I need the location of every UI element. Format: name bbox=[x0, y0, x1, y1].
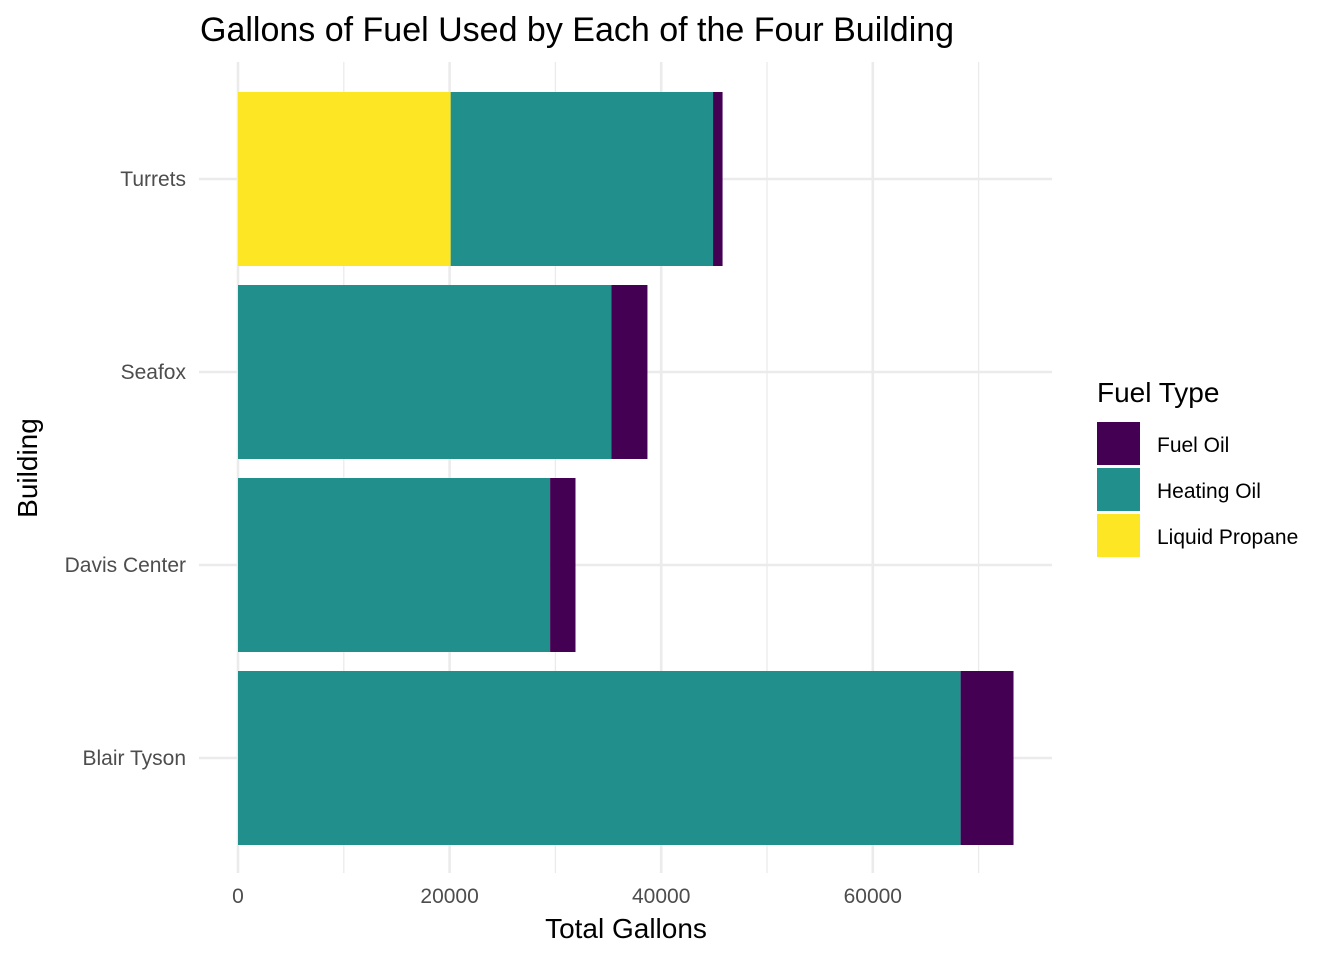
x-tick-label: 40000 bbox=[632, 885, 690, 908]
x-axis-ticks: 0 20000 40000 60000 bbox=[232, 885, 902, 908]
legend-label: Heating Oil bbox=[1157, 480, 1261, 503]
bar-seafox-fuel-oil bbox=[611, 285, 648, 459]
x-tick-label: 0 bbox=[232, 885, 244, 908]
legend-label: Liquid Propane bbox=[1157, 526, 1298, 549]
x-axis-title: Total Gallons bbox=[545, 913, 707, 944]
legend-swatch bbox=[1097, 468, 1140, 511]
bar-blair-tyson-heating-oil bbox=[238, 671, 961, 845]
y-axis-title: Building bbox=[12, 418, 43, 518]
y-axis-ticks: Blair Tyson Davis Center Seafox Turrets bbox=[65, 168, 187, 770]
legend: Fuel Type Fuel Oil Heating Oil Liquid Prop… bbox=[1097, 377, 1298, 557]
x-tick-label: 20000 bbox=[420, 885, 478, 908]
y-tick-label: Blair Tyson bbox=[83, 747, 187, 770]
legend-label: Fuel Oil bbox=[1157, 434, 1229, 457]
bar-davis-center-fuel-oil bbox=[550, 478, 576, 652]
bar-turrets-fuel-oil bbox=[713, 92, 723, 266]
bar-turrets-liquid-propane bbox=[238, 92, 451, 266]
bar-davis-center-heating-oil bbox=[238, 478, 551, 652]
bar-seafox-heating-oil bbox=[238, 285, 612, 459]
bars bbox=[238, 92, 1014, 845]
bar-blair-tyson-fuel-oil bbox=[960, 671, 1014, 845]
legend-title: Fuel Type bbox=[1097, 377, 1219, 408]
x-tick-label: 60000 bbox=[844, 885, 902, 908]
y-tick-label: Davis Center bbox=[65, 554, 186, 577]
y-tick-label: Seafox bbox=[121, 361, 187, 384]
legend-swatch bbox=[1097, 514, 1140, 557]
bar-turrets-heating-oil bbox=[450, 92, 714, 266]
y-tick-label: Turrets bbox=[120, 168, 186, 191]
legend-swatch bbox=[1097, 422, 1140, 465]
chart-title: Gallons of Fuel Used by Each of the Four… bbox=[200, 11, 954, 49]
